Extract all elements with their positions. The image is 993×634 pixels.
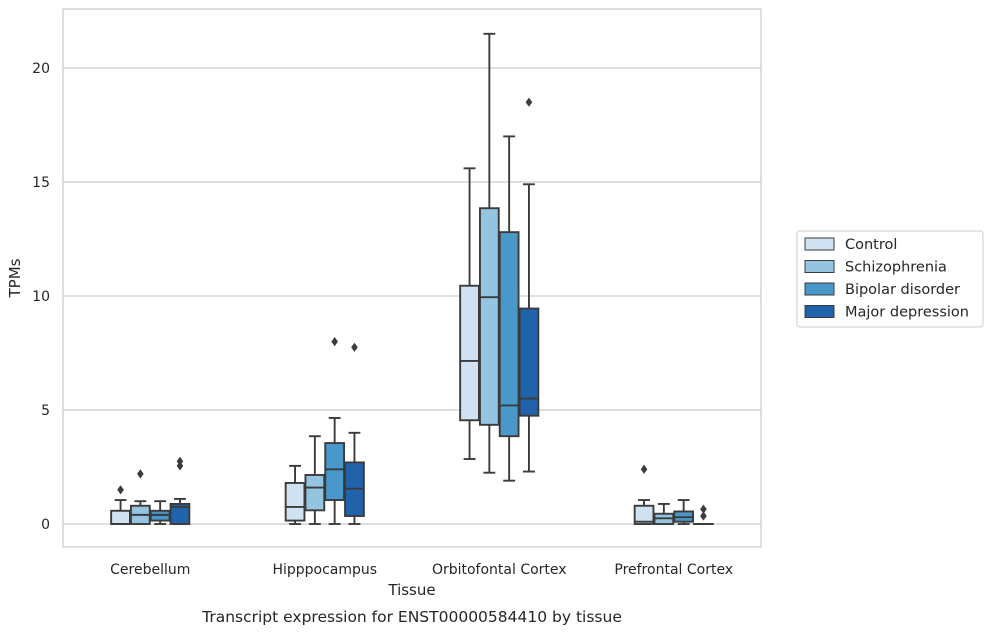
box-bipolar-disorder [498, 135, 520, 482]
box-iqr [498, 231, 520, 438]
box-control [284, 464, 306, 525]
y-tick-label: 0 [41, 517, 50, 533]
legend-label: Control [845, 237, 897, 253]
x-axis-label: Tissue [387, 581, 435, 599]
box-iqr [633, 504, 655, 525]
y-tick-label: 10 [32, 289, 50, 305]
gridlines [63, 67, 761, 525]
box-bipolar-disorder [149, 500, 171, 525]
x-tick-label: Cerebellum [110, 562, 190, 578]
outlier-point [331, 337, 338, 347]
x-axis-ticks: Cerebellum Hipppocampus Orbitofontal Corte… [110, 562, 733, 578]
outlier-point [700, 504, 707, 514]
legend: Control Schizophrenia Bipolar disorder Majo… [796, 230, 984, 328]
outlier-point [640, 464, 648, 474]
box-bipolar-disorder [673, 499, 694, 525]
outlier-point [525, 97, 533, 107]
box-iqr [304, 474, 326, 512]
box-iqr [518, 307, 540, 417]
box-control [633, 464, 655, 525]
y-tick-label: 5 [41, 403, 50, 419]
legend-swatch [804, 260, 835, 273]
legend-swatch [804, 237, 835, 251]
box-iqr [110, 509, 131, 525]
x-tick-label: Hipppocampus [272, 562, 377, 578]
box-schizophrenia [479, 32, 500, 474]
legend-label: Major depression [845, 305, 969, 321]
box-iqr [459, 284, 480, 422]
y-tick-label: 15 [32, 175, 50, 191]
box-major-depression [344, 342, 365, 525]
outlier-point [137, 469, 144, 479]
box-control [459, 167, 480, 460]
x-tick-label: Prefrontal Cortex [614, 562, 733, 578]
box-major-depression [518, 97, 540, 473]
box-major-depression [693, 504, 714, 525]
box-schizophrenia [653, 502, 675, 525]
outlier-point [176, 456, 184, 466]
y-tick-label: 20 [32, 61, 50, 77]
legend-label: Bipolar disorder [845, 282, 960, 298]
box-schizophrenia [304, 435, 326, 525]
box-series [110, 32, 714, 525]
box-iqr [169, 502, 191, 525]
box-iqr [324, 442, 345, 502]
box-bipolar-disorder [324, 337, 345, 525]
x-tick-label: Orbitofontal Cortex [432, 562, 567, 578]
box-major-depression [169, 456, 191, 525]
y-axis-ticks: 0 5 10 15 20 [32, 61, 50, 533]
outlier-point [700, 511, 707, 521]
box-iqr [284, 482, 306, 522]
legend-frame [796, 230, 984, 328]
box-iqr [479, 207, 500, 426]
chart-caption: Transcript expression for ENST0000058441… [201, 608, 622, 626]
legend-label: Schizophrenia [845, 260, 947, 276]
legend-swatch [804, 305, 835, 318]
box-control [110, 485, 131, 525]
outlier-point [351, 342, 358, 352]
legend-swatch [804, 282, 835, 296]
outlier-point [117, 485, 124, 495]
plot-area-frame [62, 8, 762, 548]
y-axis-label: TPMs [6, 258, 24, 298]
box-schizophrenia [129, 469, 151, 525]
